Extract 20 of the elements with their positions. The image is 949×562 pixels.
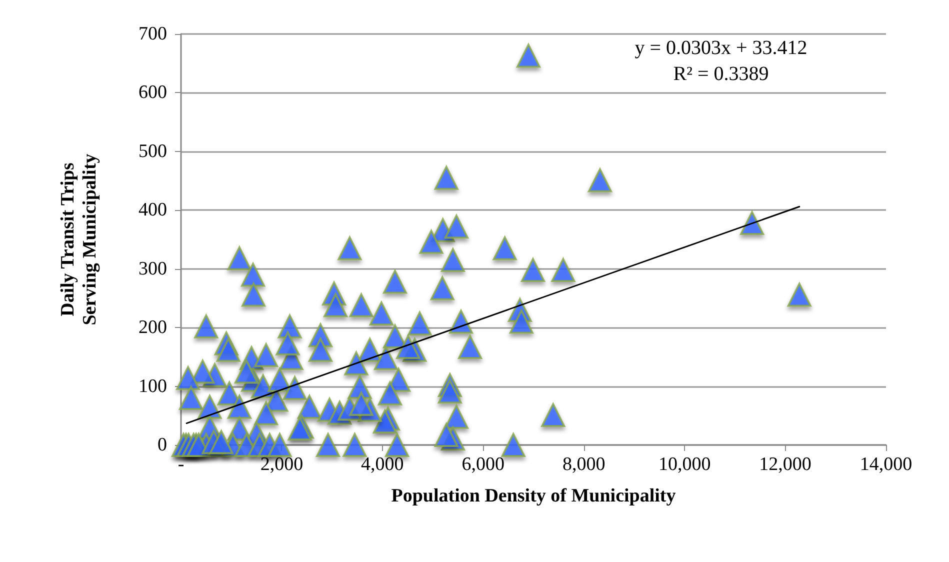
y-tick-label: 0 xyxy=(158,434,167,456)
x-tick-label: 12,000 xyxy=(759,454,812,475)
y-axis-title: Daily Transit Trips Serving Municipality xyxy=(58,153,100,326)
annotation: R² = 0.3389 xyxy=(673,63,769,85)
x-tick-label: 10,000 xyxy=(658,454,711,475)
x-tick-label: 14,000 xyxy=(860,454,912,475)
y-tick-label: 400 xyxy=(138,200,167,221)
annotation: y = 0.0303x + 33.412 xyxy=(634,37,808,59)
x-axis-title: Population Density of Municipality xyxy=(391,486,676,506)
x-tick-label: 6,000 xyxy=(462,454,505,475)
y-tick-label: 600 xyxy=(138,82,167,104)
y-tick-label: 500 xyxy=(138,140,167,162)
x-tick-label: 8,000 xyxy=(562,454,606,475)
x-tick-label: 2,000 xyxy=(260,454,304,475)
x-tick-label: - xyxy=(178,454,184,475)
y-tick-label: 300 xyxy=(138,258,167,280)
y-tick-label: 200 xyxy=(138,317,167,338)
y-tick-label: 700 xyxy=(138,24,167,44)
x-tick-label: 4,000 xyxy=(361,454,404,475)
y-tick-label: 100 xyxy=(138,376,167,397)
